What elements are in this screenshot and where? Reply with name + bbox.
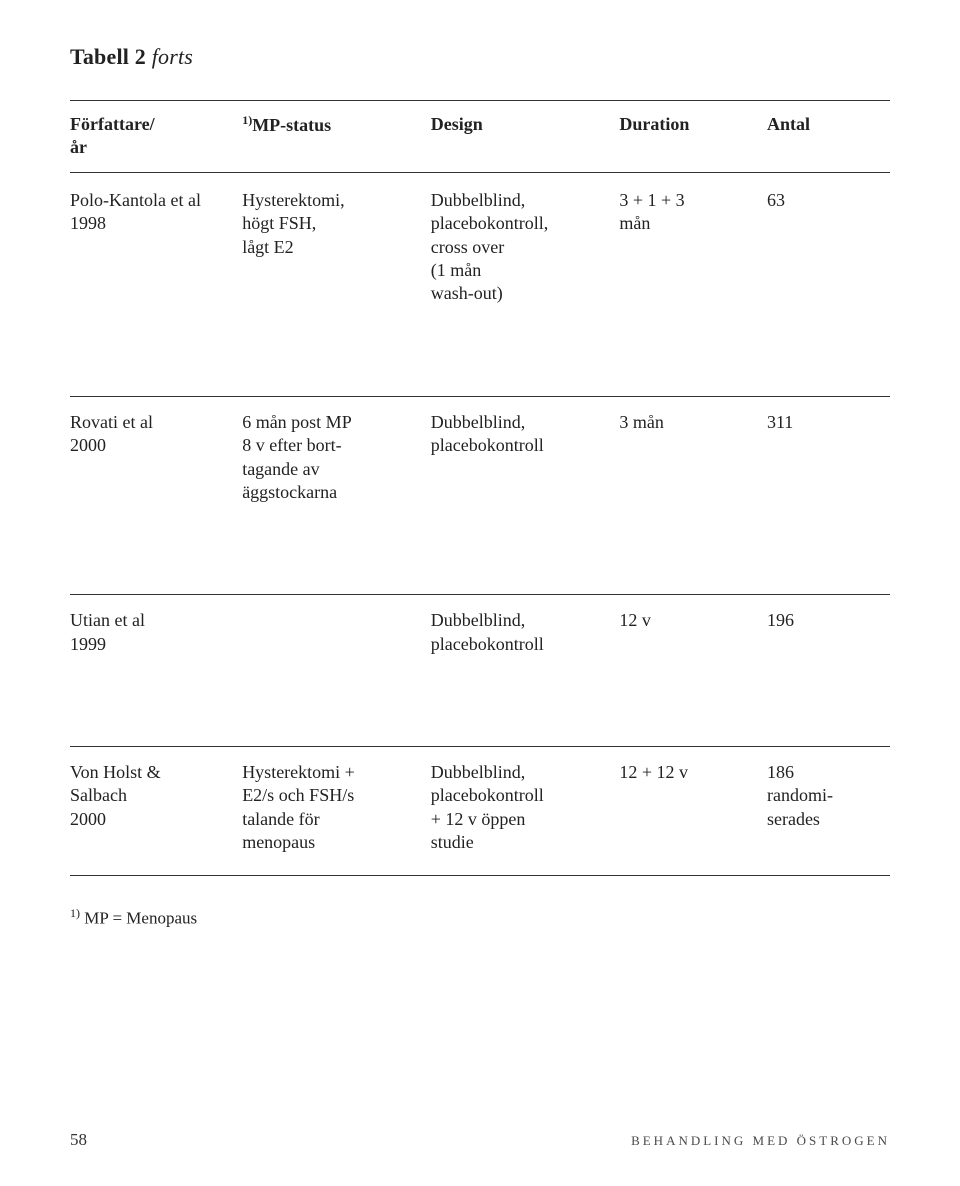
text: 3 mån (619, 412, 664, 432)
text: placebokontroll (431, 435, 544, 455)
cell-antal: 196 (767, 595, 890, 747)
text: E2/s och FSH/s (242, 785, 354, 805)
text: randomi- (767, 785, 833, 805)
text: Dubbelblind, (431, 610, 526, 630)
title-suffix: forts (152, 44, 193, 69)
table-row: Von Holst & Salbach 2000 Hysterektomi + … (70, 747, 890, 875)
cell-design: Dubbelblind, placebokontroll (431, 396, 620, 595)
footnote: 1) MP = Menopaus (70, 906, 890, 929)
text: placebokontroll (431, 785, 544, 805)
cell-design: Dubbelblind, placebokontroll (431, 595, 620, 747)
header-antal: Antal (767, 101, 890, 173)
table-row: Rovati et al 2000 6 mån post MP 8 v efte… (70, 396, 890, 595)
page-number: 58 (70, 1130, 87, 1150)
text: 2000 (70, 809, 106, 829)
cell-antal: 63 (767, 172, 890, 396)
text: 1998 (70, 213, 106, 233)
cell-mp: Hysterektomi, högt FSH, lågt E2 (242, 172, 431, 396)
text: 311 (767, 412, 793, 432)
text: Salbach (70, 785, 127, 805)
cell-mp (242, 595, 431, 747)
text: 63 (767, 190, 785, 210)
text: mån (619, 213, 650, 233)
text: placebokontroll (431, 634, 544, 654)
cell-mp: Hysterektomi + E2/s och FSH/s talande fö… (242, 747, 431, 875)
header-author: Författare/ år (70, 101, 242, 173)
header-mp-sup: 1) (242, 113, 252, 127)
text: lågt E2 (242, 237, 294, 257)
table-end-rule (70, 875, 890, 876)
text: 1999 (70, 634, 106, 654)
header-mpstatus: 1)MP-status (242, 101, 431, 173)
text: cross over (431, 237, 504, 257)
cell-design: Dubbelblind, placebokontroll, cross over… (431, 172, 620, 396)
text: högt FSH, (242, 213, 316, 233)
table-header-row: Författare/ år 1)MP-status Design Durati… (70, 101, 890, 173)
text: 2000 (70, 435, 106, 455)
text: serades (767, 809, 820, 829)
data-table: Författare/ år 1)MP-status Design Durati… (70, 100, 890, 875)
text: Rovati et al (70, 412, 153, 432)
cell-author: Utian et al 1999 (70, 595, 242, 747)
footnote-text: MP = Menopaus (80, 908, 197, 927)
text: Dubbelblind, (431, 762, 526, 782)
text: menopaus (242, 832, 315, 852)
text: 196 (767, 610, 794, 630)
text: 3 + 1 + 3 (619, 190, 684, 210)
table-title: Tabell 2 forts (70, 44, 890, 70)
cell-duration: 3 mån (619, 396, 767, 595)
text: Hysterektomi + (242, 762, 355, 782)
text: 186 (767, 762, 794, 782)
text: Utian et al (70, 610, 145, 630)
header-design: Design (431, 101, 620, 173)
text: Von Holst & (70, 762, 161, 782)
header-mp-text: MP-status (252, 115, 331, 135)
text: talande för (242, 809, 319, 829)
text: placebokontroll, (431, 213, 548, 233)
table-row: Polo-Kantola et al 1998 Hysterektomi, hö… (70, 172, 890, 396)
cell-duration: 3 + 1 + 3 mån (619, 172, 767, 396)
text: Hysterektomi, (242, 190, 344, 210)
cell-duration: 12 + 12 v (619, 747, 767, 875)
text: Dubbelblind, (431, 412, 526, 432)
title-main: Tabell 2 (70, 44, 146, 69)
text: 8 v efter bort- (242, 435, 341, 455)
cell-antal: 311 (767, 396, 890, 595)
cell-author: Von Holst & Salbach 2000 (70, 747, 242, 875)
cell-author: Polo-Kantola et al 1998 (70, 172, 242, 396)
footer-title: BEHANDLING MED ÖSTROGEN (631, 1133, 890, 1149)
text: 12 v (619, 610, 651, 630)
header-author-l2: år (70, 137, 87, 157)
cell-design: Dubbelblind, placebokontroll + 12 v öppe… (431, 747, 620, 875)
text: tagande av (242, 459, 319, 479)
text: 12 + 12 v (619, 762, 688, 782)
cell-author: Rovati et al 2000 (70, 396, 242, 595)
cell-duration: 12 v (619, 595, 767, 747)
text: 6 mån post MP (242, 412, 352, 432)
table-row: Utian et al 1999 Dubbelblind, placebokon… (70, 595, 890, 747)
cell-antal: 186 randomi- serades (767, 747, 890, 875)
footnote-sup: 1) (70, 906, 80, 920)
text: studie (431, 832, 474, 852)
cell-mp: 6 mån post MP 8 v efter bort- tagande av… (242, 396, 431, 595)
text: wash-out) (431, 283, 503, 303)
text: + 12 v öppen (431, 809, 526, 829)
text: Polo-Kantola et al (70, 190, 201, 210)
page-footer: 58 BEHANDLING MED ÖSTROGEN (70, 1130, 890, 1150)
text: äggstockarna (242, 482, 337, 502)
text: Dubbelblind, (431, 190, 526, 210)
text: (1 mån (431, 260, 481, 280)
header-author-l1: Författare/ (70, 114, 155, 134)
header-duration: Duration (619, 101, 767, 173)
